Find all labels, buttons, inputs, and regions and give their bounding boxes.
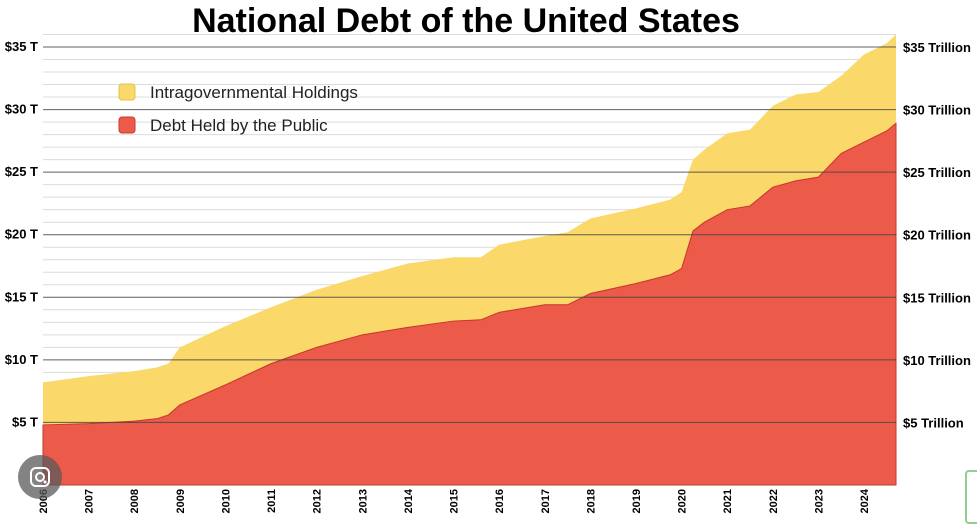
x-tick-label: 2015 [449,489,461,513]
y-tick-label-left: $30 T [5,102,38,117]
y-axis-left-labels: $5 T $10 T $15 T $20 T $25 T $30 T $35 T [5,39,38,429]
legend-swatch [118,116,136,134]
x-tick-label: 2019 [631,489,643,513]
y-tick-label-right: $5 Trillion [903,415,964,430]
y-tick-label-right: $20 Trillion [903,228,971,243]
x-tick-label: 2021 [722,489,734,513]
x-tick-label: 2022 [768,489,780,513]
legend-label: Intragovernmental Holdings [150,83,358,102]
x-tick-label: 2023 [813,489,825,513]
x-tick-label: 2008 [129,489,141,513]
visual-search-lens-button[interactable] [18,455,62,499]
x-tick-label: 2010 [220,489,232,513]
y-tick-label-right: $35 Trillion [903,40,971,55]
x-axis-labels: 2006 2007 2008 2009 2010 2011 2012 2013 2014 2015… [38,488,871,513]
x-tick-label: 2009 [175,489,187,513]
x-tick-label: 2020 [677,489,689,513]
x-tick-label: 2018 [585,489,597,513]
y-tick-label-left: $35 T [5,39,38,54]
x-tick-label: 2011 [266,489,278,513]
legend-label: Debt Held by the Public [150,116,328,135]
y-tick-label-left: $10 T [5,352,38,367]
y-tick-label-right: $25 Trillion [903,165,971,180]
major-gridlines [43,46,896,423]
y-tick-label-right: $30 Trillion [903,103,971,118]
y-axis-right-labels: $5 Trillion $10 Trillion $15 Trillion $20 T… [903,40,971,430]
debt-held-by-public-area [42,122,897,486]
y-tick-label-right: $10 Trillion [903,353,971,368]
x-tick-label: 2016 [494,489,506,513]
x-tick-label: 2014 [403,488,415,513]
chart-title: National Debt of the United States [192,2,740,40]
y-tick-label-left: $20 T [5,227,38,242]
legend-swatch [118,83,136,101]
side-panel-edge [965,470,977,524]
x-tick-label: 2007 [84,489,96,513]
x-tick-label: 2017 [540,489,552,513]
y-tick-label-right: $15 Trillion [903,290,971,305]
x-tick-label: 2013 [357,489,369,513]
x-tick-label: 2024 [859,488,871,513]
y-tick-label-left: $25 T [5,164,38,179]
chart-legend: Intragovernmental Holdings Debt Held by t… [118,83,358,135]
x-tick-label: 2012 [312,489,324,513]
y-tick-label-left: $15 T [5,289,38,304]
lens-icon [30,467,50,487]
y-tick-label-left: $5 T [12,414,38,429]
